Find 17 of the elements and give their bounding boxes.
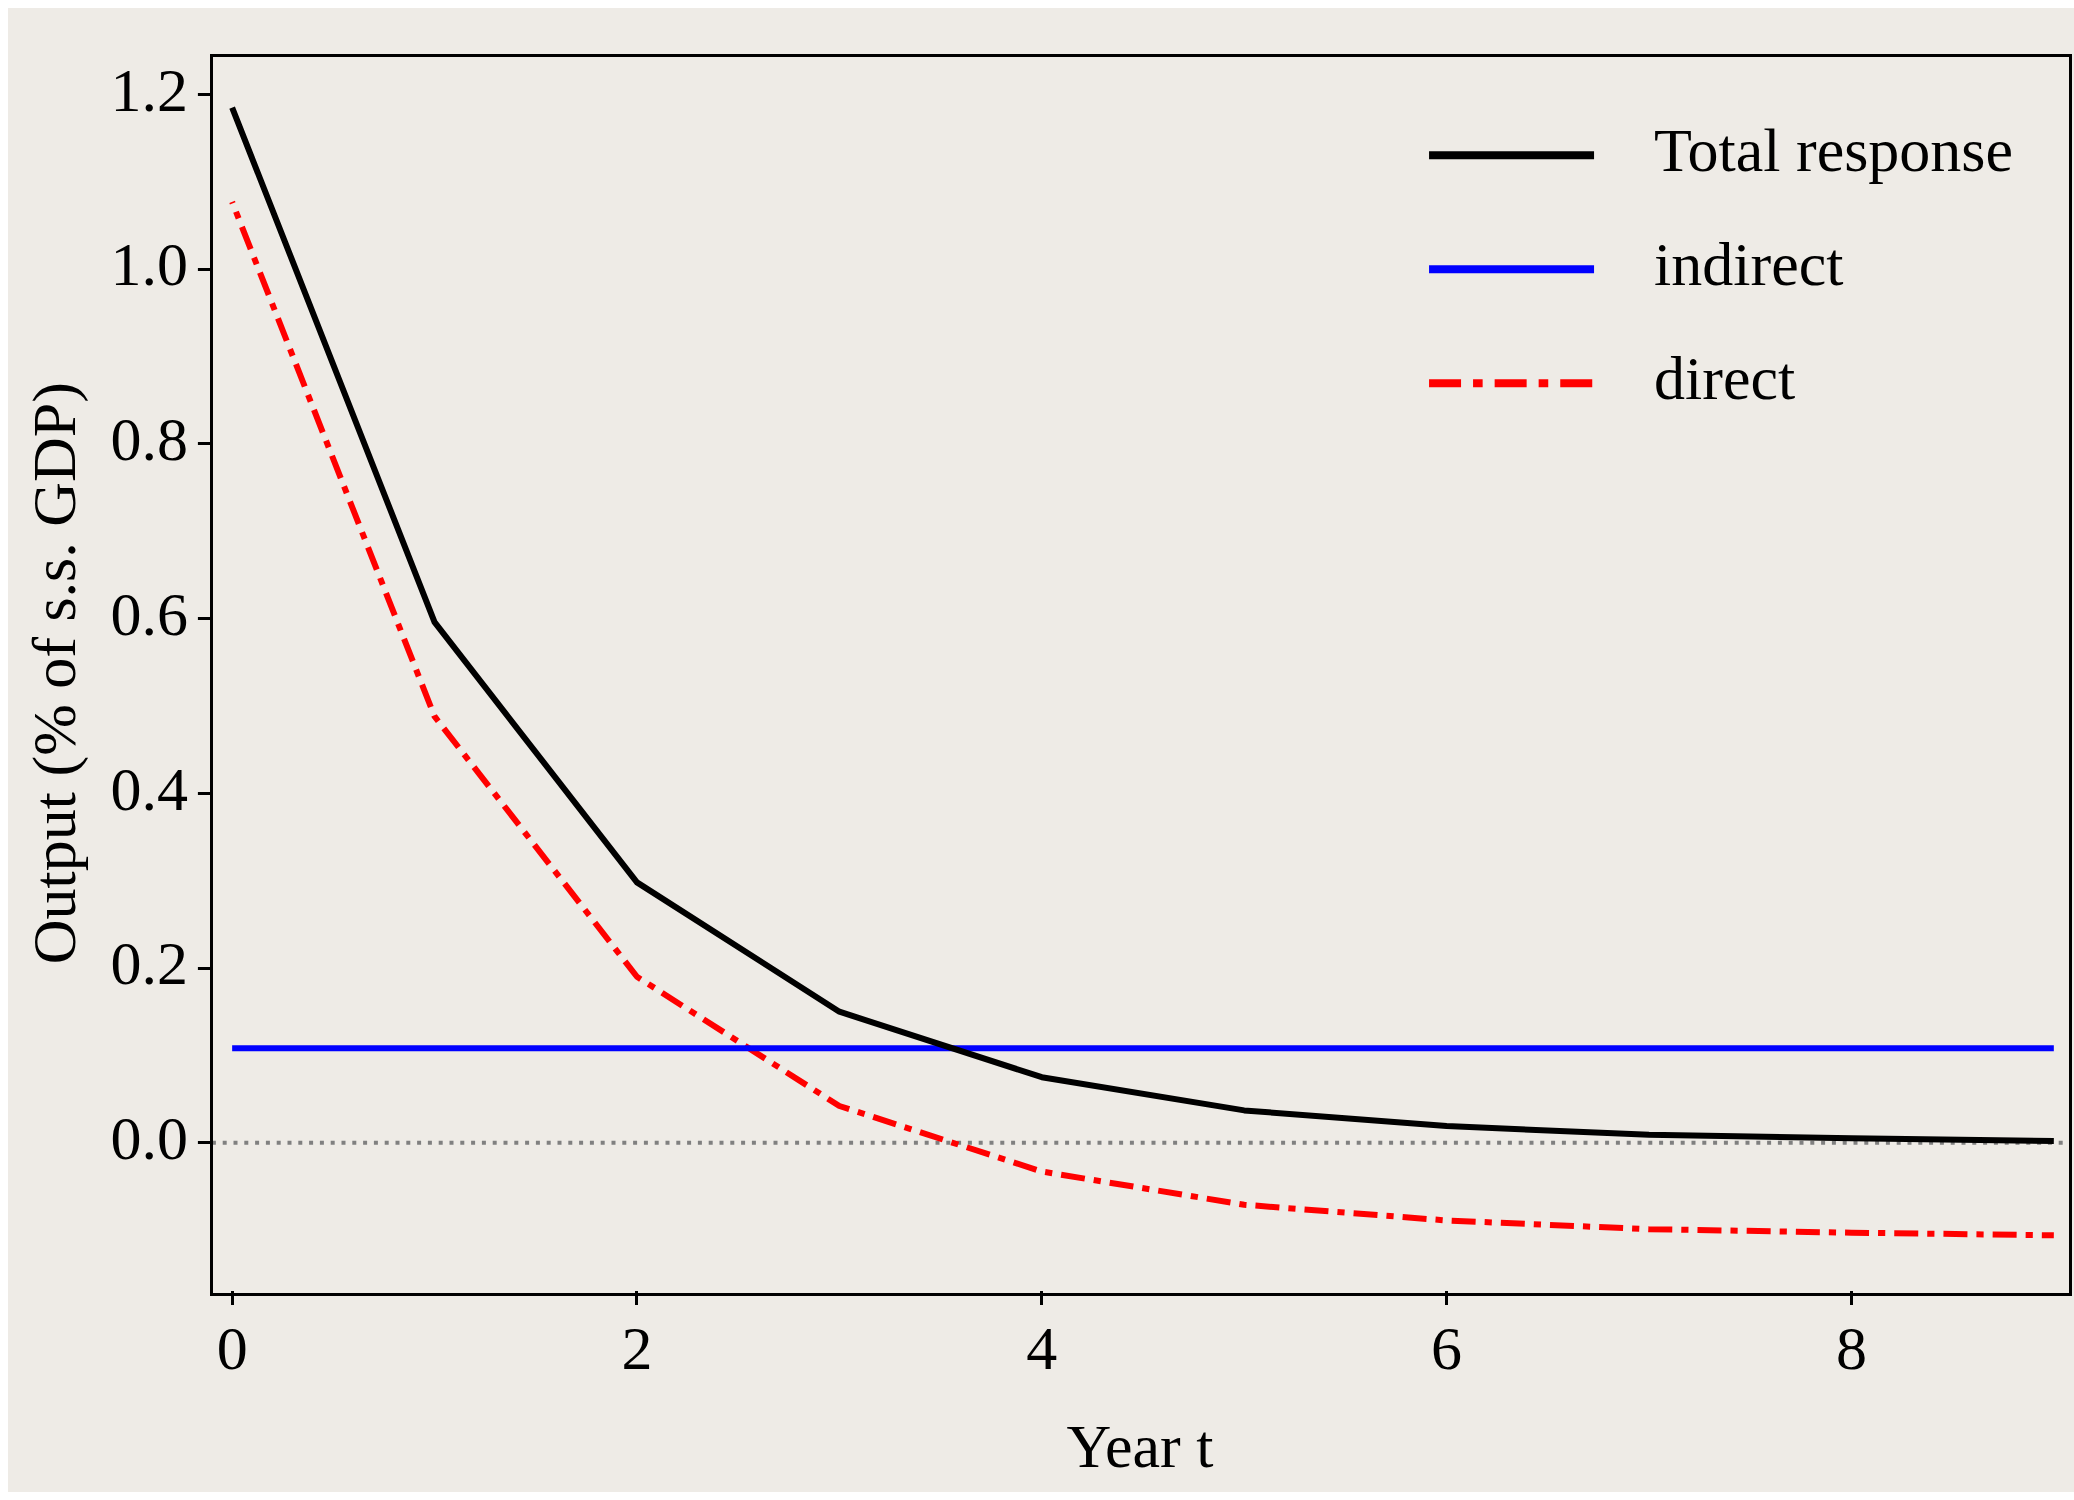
x-tick-label: 4 <box>1026 1313 1058 1382</box>
x-tick-label: 6 <box>1431 1313 1463 1382</box>
x-tick-label: 0 <box>216 1313 248 1382</box>
y-tick-label: 1.0 <box>110 230 188 299</box>
y-tick-label: 0.8 <box>110 405 188 474</box>
legend-label: Total response <box>1654 116 2013 185</box>
y-axis-title: Output (% of s.s. GDP) <box>20 382 90 965</box>
legend-label: indirect <box>1654 230 1844 299</box>
y-tick-label: 0.6 <box>110 579 188 648</box>
y-tick-label: 0.2 <box>110 929 188 998</box>
legend-label: direct <box>1654 344 1796 413</box>
y-tick-label: 0.0 <box>110 1103 188 1172</box>
x-tick-label: 2 <box>621 1313 653 1382</box>
x-axis-title: Year t <box>1066 1412 1214 1481</box>
y-tick-label: 0.4 <box>110 754 188 823</box>
x-tick-label: 8 <box>1835 1313 1867 1382</box>
y-tick-label: 1.2 <box>110 55 188 124</box>
